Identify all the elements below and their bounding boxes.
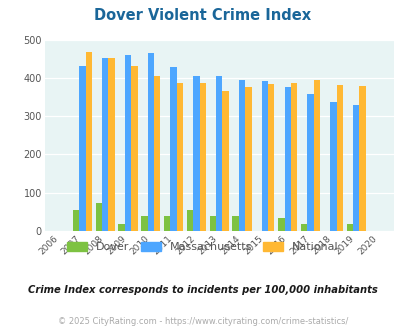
Bar bbox=[124, 55, 131, 231]
Text: Crime Index corresponds to incidents per 100,000 inhabitants: Crime Index corresponds to incidents per… bbox=[28, 285, 377, 295]
Bar bbox=[222, 91, 228, 231]
Bar bbox=[193, 76, 199, 231]
Bar bbox=[215, 76, 222, 231]
Bar bbox=[245, 87, 251, 231]
Bar bbox=[336, 85, 342, 231]
Text: Dover Violent Crime Index: Dover Violent Crime Index bbox=[94, 8, 311, 23]
Bar bbox=[186, 210, 193, 231]
Bar bbox=[238, 80, 245, 231]
Bar bbox=[141, 216, 147, 231]
Bar bbox=[313, 80, 319, 231]
Bar bbox=[131, 66, 137, 231]
Bar bbox=[284, 87, 290, 231]
Bar bbox=[290, 83, 296, 231]
Bar bbox=[267, 84, 274, 231]
Bar bbox=[176, 83, 183, 231]
Bar bbox=[261, 81, 267, 231]
Bar bbox=[153, 76, 160, 231]
Bar bbox=[95, 203, 102, 231]
Bar bbox=[164, 216, 170, 231]
Bar bbox=[329, 102, 336, 231]
Bar bbox=[300, 224, 307, 231]
Bar bbox=[102, 58, 108, 231]
Bar bbox=[209, 216, 215, 231]
Text: © 2025 CityRating.com - https://www.cityrating.com/crime-statistics/: © 2025 CityRating.com - https://www.city… bbox=[58, 317, 347, 326]
Bar bbox=[307, 94, 313, 231]
Bar bbox=[147, 53, 153, 231]
Bar bbox=[352, 106, 358, 231]
Bar bbox=[277, 218, 284, 231]
Bar bbox=[108, 58, 115, 231]
Bar bbox=[118, 224, 124, 231]
Bar bbox=[170, 67, 176, 231]
Legend: Dover, Massachusetts, National: Dover, Massachusetts, National bbox=[67, 242, 338, 252]
Bar bbox=[232, 216, 238, 231]
Bar bbox=[85, 52, 92, 231]
Bar bbox=[199, 83, 205, 231]
Bar bbox=[72, 210, 79, 231]
Bar bbox=[358, 85, 365, 231]
Bar bbox=[346, 224, 352, 231]
Bar bbox=[79, 66, 85, 231]
